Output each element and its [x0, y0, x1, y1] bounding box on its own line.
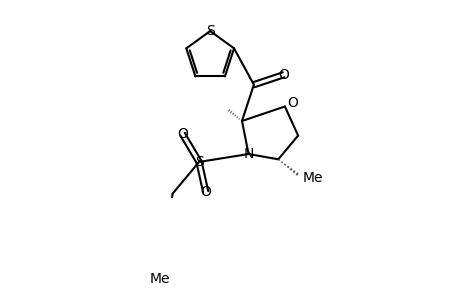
Text: N: N [243, 147, 253, 161]
Text: Me: Me [302, 171, 322, 185]
Text: Me: Me [149, 272, 169, 286]
Text: S: S [205, 24, 214, 38]
Text: S: S [194, 155, 203, 169]
Text: O: O [177, 127, 188, 141]
Text: O: O [278, 68, 288, 82]
Text: O: O [200, 185, 211, 199]
Text: O: O [287, 96, 297, 110]
